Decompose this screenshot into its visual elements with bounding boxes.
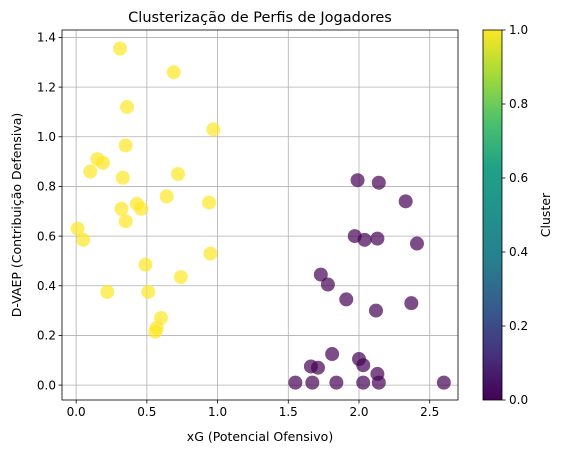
data-point-cluster-1 bbox=[96, 155, 111, 170]
data-point-cluster-0 bbox=[313, 267, 328, 282]
data-point-cluster-1 bbox=[170, 167, 185, 182]
x-tick-label: 0.0 bbox=[67, 405, 86, 419]
colorbar-tick-label: 0.8 bbox=[509, 97, 528, 111]
colorbar-label: Cluster bbox=[538, 192, 553, 237]
data-point-cluster-0 bbox=[371, 175, 386, 190]
data-point-cluster-0 bbox=[409, 236, 424, 251]
data-point-cluster-1 bbox=[112, 41, 127, 56]
chart-title: Clusterização de Perfis de Jogadores bbox=[128, 10, 392, 26]
colorbar-tick-label: 0.0 bbox=[509, 393, 528, 407]
data-point-cluster-1 bbox=[206, 122, 221, 137]
data-point-cluster-0 bbox=[356, 358, 371, 373]
y-tick-label: 1.4 bbox=[37, 31, 56, 45]
data-point-cluster-0 bbox=[371, 375, 386, 390]
data-point-cluster-1 bbox=[134, 201, 149, 216]
data-point-cluster-0 bbox=[305, 375, 320, 390]
data-point-cluster-1 bbox=[70, 221, 85, 236]
y-axis-label: D-VAEP (Contribuição Defensiva) bbox=[9, 113, 24, 318]
data-point-cluster-1 bbox=[166, 65, 181, 80]
data-point-cluster-1 bbox=[100, 284, 115, 299]
data-point-cluster-1 bbox=[120, 99, 135, 114]
data-point-cluster-1 bbox=[118, 138, 133, 153]
data-point-cluster-0 bbox=[288, 375, 303, 390]
colorbar: 0.0 0.2 0.4 0.6 0.8 1.0 Cluster bbox=[482, 23, 553, 407]
colorbar-tick-label: 0.6 bbox=[509, 171, 528, 185]
colorbar-tick-label: 0.2 bbox=[509, 319, 528, 333]
data-point-cluster-0 bbox=[357, 232, 372, 247]
data-point-cluster-1 bbox=[114, 201, 129, 216]
y-tick-label: 1.2 bbox=[37, 80, 56, 94]
data-point-cluster-1 bbox=[159, 189, 174, 204]
colorbar-tick-label: 0.4 bbox=[509, 245, 528, 259]
x-tick-label: 0.5 bbox=[137, 405, 156, 419]
data-point-cluster-1 bbox=[118, 214, 133, 229]
data-point-cluster-1 bbox=[76, 232, 91, 247]
data-point-cluster-1 bbox=[202, 195, 217, 210]
colorbar-gradient bbox=[482, 29, 503, 401]
x-tick-label: 2.5 bbox=[420, 405, 439, 419]
y-tick-label: 0.2 bbox=[37, 329, 56, 343]
scatter-points bbox=[70, 41, 451, 390]
y-tick-label: 0.4 bbox=[37, 279, 56, 293]
data-point-cluster-0 bbox=[339, 292, 354, 307]
x-tick-label: 1.5 bbox=[279, 405, 298, 419]
data-point-cluster-0 bbox=[310, 360, 325, 375]
x-tick-label: 2.0 bbox=[349, 405, 368, 419]
data-point-cluster-1 bbox=[83, 164, 98, 179]
data-point-cluster-1 bbox=[148, 324, 163, 339]
data-point-cluster-0 bbox=[356, 375, 371, 390]
data-point-cluster-0 bbox=[368, 303, 383, 318]
data-point-cluster-0 bbox=[398, 194, 413, 209]
data-point-cluster-1 bbox=[115, 170, 130, 185]
plot-area: 0.0 0.5 1.0 1.5 2.0 2.5 0.0 0.2 0.4 0.6 0.8 1.0 1.2… bbox=[37, 29, 459, 419]
y-tick-label: 0.6 bbox=[37, 229, 56, 243]
data-point-cluster-0 bbox=[404, 296, 419, 311]
plot-frame bbox=[61, 29, 459, 401]
x-axis-ticks: 0.0 0.5 1.0 1.5 2.0 2.5 bbox=[67, 400, 439, 419]
data-point-cluster-0 bbox=[329, 375, 344, 390]
y-tick-label: 0.8 bbox=[37, 180, 56, 194]
colorbar-ticks: 0.0 0.2 0.4 0.6 0.8 1.0 bbox=[502, 23, 528, 407]
y-tick-label: 0.0 bbox=[37, 378, 56, 392]
x-axis-label: xG (Potencial Ofensivo) bbox=[187, 429, 333, 444]
data-point-cluster-1 bbox=[138, 257, 153, 272]
y-tick-label: 1.0 bbox=[37, 130, 56, 144]
data-point-cluster-0 bbox=[370, 231, 385, 246]
data-point-cluster-1 bbox=[141, 284, 156, 299]
data-point-cluster-0 bbox=[320, 277, 335, 292]
grid-lines bbox=[62, 30, 458, 400]
data-point-cluster-0 bbox=[325, 347, 340, 362]
data-point-cluster-0 bbox=[350, 173, 365, 188]
data-point-cluster-1 bbox=[173, 270, 188, 285]
y-axis-ticks: 0.0 0.2 0.4 0.6 0.8 1.0 1.2 1.4 bbox=[37, 31, 62, 392]
data-point-cluster-0 bbox=[436, 375, 451, 390]
x-tick-label: 1.0 bbox=[208, 405, 227, 419]
data-point-cluster-1 bbox=[203, 246, 218, 261]
colorbar-tick-label: 1.0 bbox=[509, 23, 528, 37]
